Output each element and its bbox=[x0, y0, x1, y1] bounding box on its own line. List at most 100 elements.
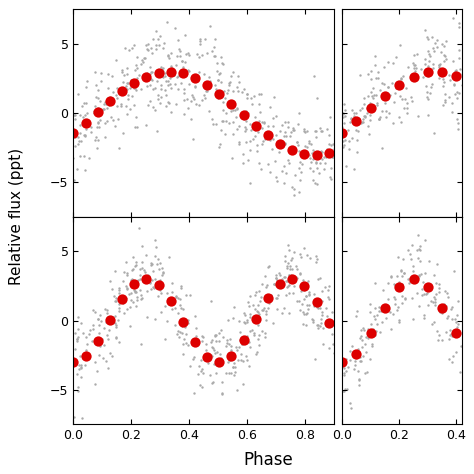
Point bbox=[276, 140, 284, 147]
Point bbox=[258, 281, 266, 288]
Point bbox=[140, 54, 148, 61]
Point bbox=[100, 324, 107, 332]
Point bbox=[315, 301, 322, 308]
Point bbox=[245, 302, 253, 310]
Point bbox=[303, 252, 311, 259]
Point bbox=[399, 255, 406, 263]
Point bbox=[115, 301, 122, 308]
Point bbox=[310, 155, 317, 163]
Point bbox=[147, 262, 155, 269]
Point bbox=[152, 252, 159, 260]
Point bbox=[347, 114, 355, 122]
Point bbox=[217, 69, 224, 77]
Point bbox=[103, 117, 110, 125]
Point bbox=[371, 52, 379, 60]
Point bbox=[127, 276, 135, 284]
Point bbox=[282, 118, 289, 126]
Point bbox=[428, 80, 436, 88]
Point bbox=[450, 81, 458, 89]
Point bbox=[393, 273, 401, 280]
Point bbox=[180, 85, 188, 92]
Point bbox=[391, 300, 399, 308]
Point bbox=[346, 356, 354, 364]
Point bbox=[439, 101, 447, 109]
Point bbox=[157, 85, 165, 92]
Point bbox=[181, 323, 189, 330]
Point bbox=[240, 115, 247, 123]
Point bbox=[135, 276, 142, 284]
Point bbox=[126, 290, 133, 298]
Point bbox=[323, 125, 331, 133]
Point bbox=[147, 69, 155, 76]
Point bbox=[366, 356, 374, 363]
Point bbox=[339, 110, 347, 118]
Point bbox=[164, 317, 171, 325]
Point bbox=[243, 356, 251, 364]
Point bbox=[229, 363, 237, 371]
Point bbox=[341, 107, 348, 114]
Point bbox=[191, 336, 199, 344]
Point bbox=[174, 327, 182, 334]
Point bbox=[289, 148, 296, 156]
Point bbox=[430, 293, 438, 301]
Point bbox=[108, 352, 115, 360]
Point bbox=[142, 121, 150, 128]
Point bbox=[98, 317, 105, 325]
Point bbox=[281, 179, 288, 187]
Point bbox=[189, 340, 196, 348]
Point bbox=[95, 86, 102, 93]
Point bbox=[154, 78, 161, 85]
Point bbox=[389, 59, 396, 67]
Point bbox=[387, 272, 395, 280]
Point bbox=[223, 90, 231, 97]
Point bbox=[203, 49, 210, 56]
Point bbox=[102, 318, 109, 326]
Point bbox=[282, 277, 290, 284]
Point bbox=[218, 389, 225, 396]
Point bbox=[185, 81, 193, 88]
Point bbox=[120, 71, 128, 79]
Point bbox=[128, 45, 136, 52]
Point bbox=[379, 306, 386, 314]
Point bbox=[240, 111, 247, 118]
Text: Phase: Phase bbox=[243, 451, 292, 469]
Point bbox=[254, 321, 262, 329]
Point bbox=[214, 67, 221, 74]
Point bbox=[272, 112, 280, 120]
Point bbox=[456, 55, 463, 62]
Point bbox=[266, 168, 274, 176]
Point bbox=[447, 326, 454, 333]
Point bbox=[143, 251, 150, 259]
Point bbox=[340, 387, 348, 395]
Point bbox=[448, 332, 456, 339]
Point bbox=[159, 67, 167, 74]
Point bbox=[185, 67, 192, 75]
Point bbox=[242, 117, 250, 124]
Point bbox=[317, 274, 324, 282]
Point bbox=[396, 283, 404, 291]
Point bbox=[423, 290, 430, 298]
Point bbox=[256, 109, 264, 116]
Point bbox=[133, 61, 140, 69]
Point bbox=[328, 148, 335, 156]
Point bbox=[215, 70, 222, 78]
Point bbox=[245, 156, 252, 164]
Point bbox=[300, 125, 308, 132]
Point bbox=[371, 312, 378, 319]
Point bbox=[253, 350, 260, 358]
Point bbox=[373, 320, 381, 328]
Point bbox=[159, 269, 167, 277]
Point bbox=[109, 72, 116, 80]
Point bbox=[438, 40, 446, 48]
Point bbox=[438, 48, 445, 55]
Point bbox=[122, 102, 130, 110]
Point bbox=[410, 61, 418, 69]
Point bbox=[422, 82, 430, 90]
Point bbox=[154, 283, 161, 290]
Point bbox=[152, 275, 159, 283]
Point bbox=[97, 116, 104, 124]
Point bbox=[181, 97, 188, 104]
Point bbox=[364, 70, 372, 78]
Point bbox=[430, 129, 438, 137]
Point bbox=[246, 292, 254, 300]
